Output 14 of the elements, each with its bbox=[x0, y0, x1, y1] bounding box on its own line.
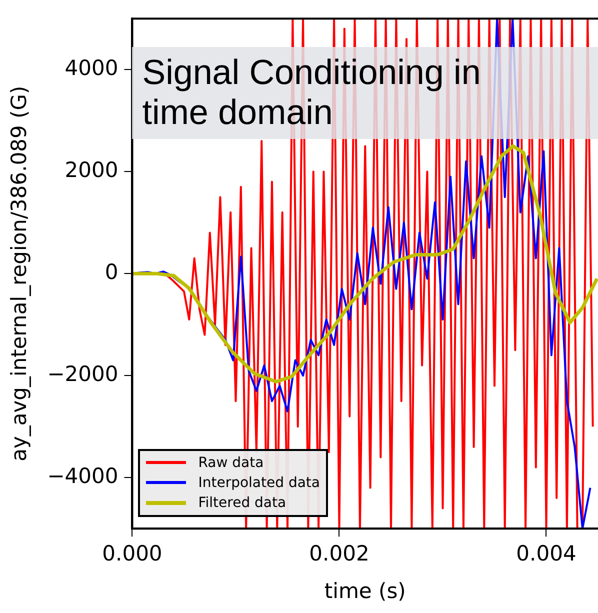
title-box: Signal Conditioning in time domain bbox=[132, 46, 598, 139]
x-tick-label: 0.002 bbox=[309, 542, 370, 566]
y-tick-label: 0 bbox=[104, 260, 118, 284]
legend-label: Filtered data bbox=[198, 494, 286, 511]
y-tick-label: 2000 bbox=[64, 158, 118, 182]
legend-label: Interpolated data bbox=[198, 474, 320, 491]
x-tick-label: 0.004 bbox=[516, 542, 576, 566]
y-tick-label: −2000 bbox=[47, 362, 118, 386]
x-tick-label: 0.000 bbox=[102, 542, 162, 566]
y-tick-label: −4000 bbox=[47, 464, 118, 488]
y-tick-label: 4000 bbox=[64, 56, 118, 80]
x-axis-title: time (s) bbox=[324, 578, 406, 603]
legend-label: Raw data bbox=[198, 454, 264, 471]
y-axis-title: ay_avg_internal_region/386.089 (G) bbox=[7, 86, 32, 462]
